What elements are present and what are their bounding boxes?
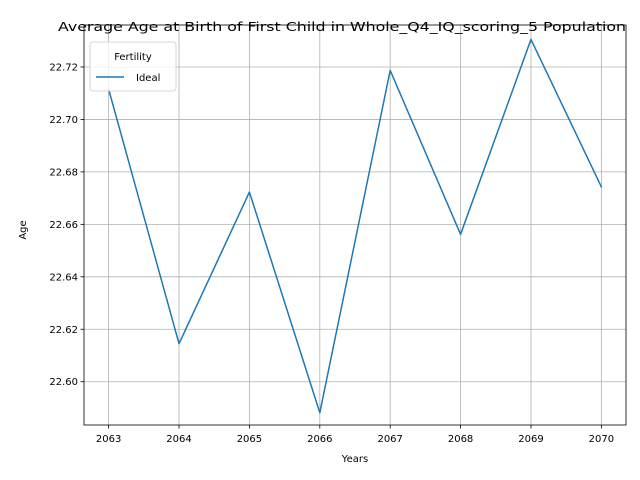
- x-tick-label: 2065: [237, 434, 262, 445]
- y-tick-label: 22.68: [49, 167, 78, 178]
- x-tick-label: 2066: [307, 434, 332, 445]
- y-tick-label: 22.64: [49, 272, 78, 283]
- legend: Fertility Ideal: [90, 42, 176, 91]
- y-tick-label: 22.60: [49, 377, 78, 388]
- x-tick-label: 2070: [589, 434, 614, 445]
- x-tick-label: 2067: [377, 434, 402, 445]
- chart-title: Average Age at Birth of First Child in W…: [58, 20, 626, 34]
- legend-title: Fertility: [114, 52, 152, 63]
- y-tick-label: 22.66: [49, 220, 78, 231]
- y-axis-label: Age: [18, 220, 29, 239]
- legend-box: [90, 42, 176, 91]
- x-tick-label: 2064: [166, 434, 191, 445]
- x-axis-label: Years: [341, 454, 368, 465]
- y-tick-label: 22.72: [49, 62, 78, 73]
- y-tick-label: 22.62: [49, 325, 78, 336]
- y-tick-label: 22.70: [49, 115, 78, 126]
- legend-label-ideal: Ideal: [136, 73, 160, 84]
- x-tick-label: 2069: [518, 434, 543, 445]
- x-tick-label: 2068: [448, 434, 473, 445]
- x-tick-label: 2063: [96, 434, 121, 445]
